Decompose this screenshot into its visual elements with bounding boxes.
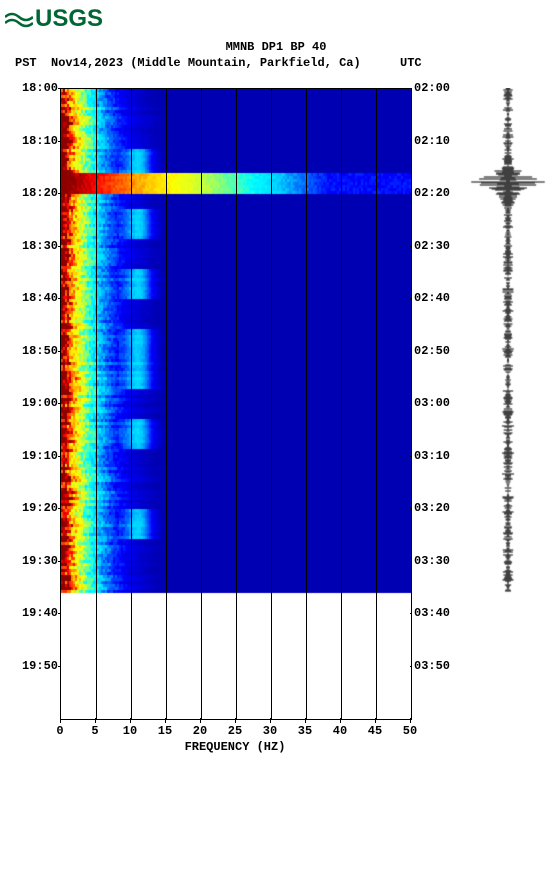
utc-tick-label: 02:50 (414, 344, 450, 358)
x-tick-label: 30 (263, 724, 277, 738)
utc-tick-label: 02:20 (414, 186, 450, 200)
utc-tick-label: 02:10 (414, 134, 450, 148)
x-tick-label: 35 (298, 724, 312, 738)
chart-subtitle: PST Nov14,2023 (Middle Mountain, Parkfie… (15, 56, 361, 70)
pst-tick-label: 18:20 (22, 186, 58, 200)
pst-tick-label: 19:50 (22, 659, 58, 673)
pst-tick-label: 18:30 (22, 239, 58, 253)
wave-icon (5, 9, 33, 29)
utc-tick-label: 03:10 (414, 449, 450, 463)
x-axis-label: FREQUENCY (HZ) (60, 740, 410, 754)
utc-tick-label: 03:50 (414, 659, 450, 673)
pst-tick-label: 18:50 (22, 344, 58, 358)
logo-text: USGS (35, 5, 103, 33)
pst-tick-label: 19:10 (22, 449, 58, 463)
x-tick-label: 20 (193, 724, 207, 738)
pst-tick-label: 19:20 (22, 501, 58, 515)
seismogram-panel (468, 88, 548, 718)
x-tick-label: 10 (123, 724, 137, 738)
pst-tick-label: 19:00 (22, 396, 58, 410)
spectrogram-chart (60, 88, 412, 720)
date-text: Nov14,2023 (Middle Mountain, Parkfield, … (51, 56, 361, 70)
pst-tick-label: 19:40 (22, 606, 58, 620)
utc-tick-label: 02:40 (414, 291, 450, 305)
utc-tick-label: 03:20 (414, 501, 450, 515)
usgs-logo: USGS (5, 5, 103, 33)
x-tick-label: 5 (91, 724, 98, 738)
pst-tick-label: 18:40 (22, 291, 58, 305)
x-tick-label: 40 (333, 724, 347, 738)
pst-label: PST (15, 56, 37, 70)
seismogram-canvas (468, 88, 548, 718)
pst-tick-label: 19:30 (22, 554, 58, 568)
x-tick-label: 15 (158, 724, 172, 738)
utc-tick-label: 02:00 (414, 81, 450, 95)
x-tick-label: 25 (228, 724, 242, 738)
x-tick-label: 50 (403, 724, 417, 738)
spectrogram-canvas (61, 89, 411, 719)
utc-tick-label: 03:30 (414, 554, 450, 568)
pst-tick-label: 18:10 (22, 134, 58, 148)
x-tick-label: 0 (56, 724, 63, 738)
pst-tick-label: 18:00 (22, 81, 58, 95)
utc-tick-label: 02:30 (414, 239, 450, 253)
utc-label: UTC (400, 56, 422, 70)
utc-tick-label: 03:40 (414, 606, 450, 620)
utc-tick-label: 03:00 (414, 396, 450, 410)
x-tick-label: 45 (368, 724, 382, 738)
chart-title: MMNB DP1 BP 40 (0, 40, 552, 54)
